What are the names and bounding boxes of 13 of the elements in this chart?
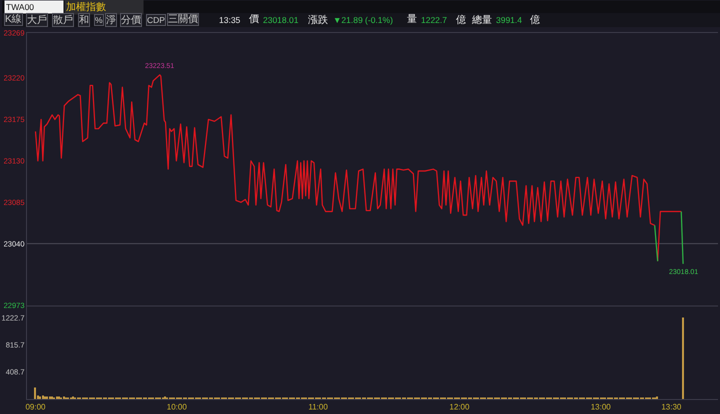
x-tick-label: 10:00: [166, 402, 188, 412]
bar: [682, 317, 684, 399]
bar: [56, 396, 58, 399]
x-tick-label: 13:30: [661, 402, 682, 412]
bar: [34, 387, 36, 399]
bar: [46, 396, 48, 399]
bar: [42, 395, 44, 399]
x-tick-label: 09:00: [25, 402, 46, 412]
x-tick-label: 12:00: [449, 402, 470, 412]
bar: [49, 396, 51, 399]
bar: [39, 396, 41, 399]
x-tick-label: 11:00: [308, 402, 328, 412]
x-tick-label: 13:00: [590, 402, 612, 412]
